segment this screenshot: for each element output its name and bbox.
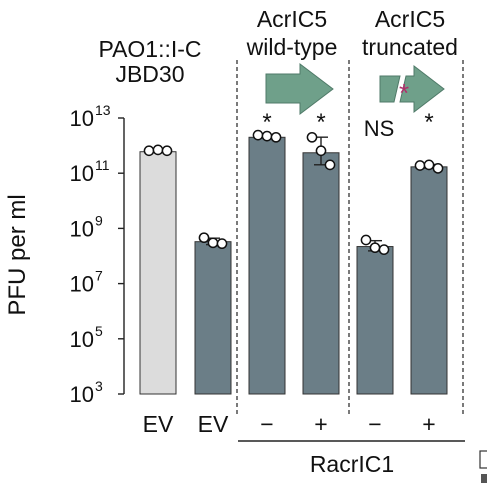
x-tick-label: − (260, 411, 273, 437)
bar (410, 166, 448, 395)
replicate-point (143, 145, 155, 157)
y-tick-label: 10 (70, 106, 94, 131)
truncation-mark: * (399, 78, 409, 108)
replicate-points (143, 129, 444, 255)
acric5-wt-label-line2: wild-type (246, 34, 338, 60)
racric1-label: RacrIC1 (310, 451, 394, 477)
replicate-point (270, 131, 282, 143)
acric5-trunc-label-line1: AcrIC5 (375, 6, 445, 32)
replicate-point (423, 159, 435, 171)
replicate-point (152, 144, 164, 156)
strain-label-line1: PAO1::I-C (98, 36, 201, 62)
acric5-truncated-arrow-left-icon (379, 75, 401, 103)
bar (248, 136, 286, 395)
significance-label: NS (364, 116, 395, 141)
y-tick-label: 10 (70, 161, 94, 186)
x-tick-label: − (368, 411, 381, 437)
y-axis-label: PFU per ml (4, 194, 31, 315)
x-tick-label: EV (198, 411, 229, 437)
strain-label-line2: JBD30 (115, 61, 184, 87)
y-tick-exponent: 9 (95, 212, 103, 228)
y-tick-label: 10 (70, 216, 94, 241)
y-tick-exponent: 11 (95, 157, 110, 173)
bar (356, 246, 394, 395)
y-tick-exponent: 7 (95, 268, 103, 284)
y-tick-label: 10 (70, 272, 94, 297)
replicate-point (161, 145, 173, 157)
y-tick-label: 10 (70, 382, 94, 407)
acric5-wild-type-arrow-icon (265, 62, 334, 116)
significance-labels: * * NS * (262, 109, 433, 141)
bar (302, 152, 340, 395)
acric5-wt-label-line1: AcrIC5 (257, 6, 327, 32)
y-tick-exponent: 3 (95, 378, 103, 394)
acric5-truncated-arrow-right-icon (399, 64, 445, 114)
replicate-point (198, 232, 210, 244)
replicate-point (315, 145, 327, 157)
replicate-point (432, 162, 444, 174)
acric5-trunc-label-line2: truncated (362, 34, 458, 60)
replicate-point (324, 159, 336, 171)
bar (139, 151, 177, 395)
replicate-point (369, 242, 381, 254)
significance-label: * (262, 109, 271, 136)
y-tick-exponent: 5 (95, 323, 103, 339)
x-tick-label: EV (143, 411, 174, 437)
replicate-point (207, 237, 219, 249)
significance-label: * (316, 109, 325, 136)
replicate-point (378, 244, 390, 255)
y-tick-exponent: 13 (95, 102, 111, 118)
significance-label: * (424, 109, 433, 136)
cropped-legend-box-2 (481, 474, 487, 483)
replicate-point (414, 160, 426, 171)
replicate-point (252, 129, 264, 141)
replicate-point (360, 234, 372, 246)
y-tick-label: 10 (70, 327, 94, 352)
bar (194, 241, 232, 395)
bars (139, 134, 448, 395)
replicate-point (306, 131, 318, 143)
x-tick-labels: EV EV − + − + (143, 411, 436, 437)
x-tick-label: + (314, 411, 327, 437)
x-tick-label: + (422, 411, 435, 437)
replicate-point (216, 238, 228, 250)
cropped-legend-box (479, 450, 487, 469)
